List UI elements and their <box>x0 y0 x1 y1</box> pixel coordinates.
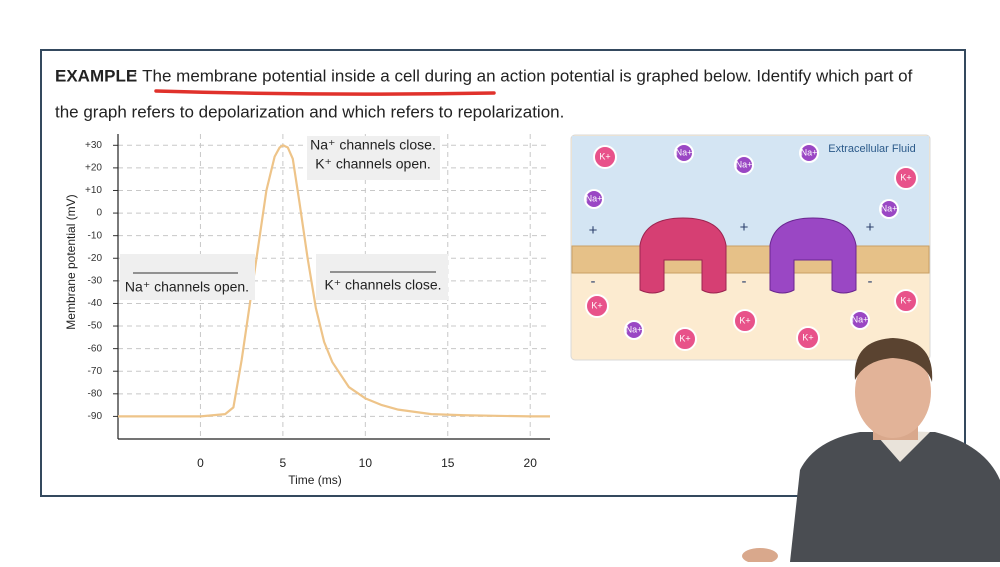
y-tick-label: +30 <box>85 140 102 151</box>
na-ion <box>584 189 604 209</box>
y-tick-label: -30 <box>88 275 103 286</box>
highlight-underline <box>154 89 496 96</box>
k-ion <box>796 326 820 350</box>
na-ion <box>879 199 899 219</box>
ion-label: K+ <box>802 332 813 342</box>
sodium-channel <box>639 217 727 294</box>
region-label: Extracellular Fluid <box>828 143 915 155</box>
charge-sign: + <box>866 219 875 236</box>
na-ion <box>734 155 754 175</box>
y-tick-label: -70 <box>88 366 103 377</box>
annotation: Na⁺ channels open. <box>125 279 249 295</box>
sweater <box>790 432 1000 562</box>
annotation: Na⁺ channels close. <box>310 137 436 153</box>
x-tick-label: 0 <box>197 456 204 470</box>
y-axis-label: Membrane potential (mV) <box>64 194 78 329</box>
y-tick-label: -90 <box>88 411 103 422</box>
y-tick-label: +20 <box>85 163 102 174</box>
extracellular-region <box>572 136 929 246</box>
ion-label: Na+ <box>586 193 603 203</box>
ion-label: Na+ <box>881 203 898 213</box>
charge-sign: - <box>742 273 747 290</box>
charge-sign: - <box>591 273 596 290</box>
k-ion <box>733 309 757 333</box>
membrane-diagram: Extracellular Fluid K+ K+ K+ K+ K+ K+ K+… <box>570 134 931 361</box>
ion-label: K+ <box>739 315 750 325</box>
ion-label: Na+ <box>852 314 869 324</box>
k-ion <box>585 294 609 318</box>
ions: K+ K+ K+ K+ K+ K+ K+ Na+ Na+ Na+ Na+ Na+… <box>584 143 918 351</box>
ion-label: Na+ <box>626 324 643 334</box>
ion-label: K+ <box>900 295 911 305</box>
ion-label: Na+ <box>736 159 753 169</box>
k-ion <box>894 166 918 190</box>
charge-sign: + <box>589 222 598 239</box>
ion-label: Na+ <box>676 147 693 157</box>
annotation-box <box>120 254 255 300</box>
ion-label: K+ <box>591 300 602 310</box>
k-ion <box>593 145 617 169</box>
y-tick-label: 0 <box>96 208 102 219</box>
na-ion <box>624 320 644 340</box>
x-tick-label: 15 <box>441 456 455 470</box>
x-axis-label: Time (ms) <box>288 473 342 487</box>
annotation: K⁺ channels open. <box>315 156 431 172</box>
y-tick-label: -10 <box>88 230 103 241</box>
presenter <box>742 338 1000 564</box>
charge-sign: - <box>868 273 873 290</box>
head <box>855 346 931 438</box>
annotation-box <box>316 254 448 300</box>
y-tick-label: -60 <box>88 343 103 354</box>
na-ion <box>850 310 870 330</box>
data-line <box>118 144 550 418</box>
annotation: K⁺ channels close. <box>324 277 441 293</box>
x-tick-label: 5 <box>280 456 287 470</box>
x-tick-label: 20 <box>524 456 538 470</box>
k-ion <box>894 289 918 313</box>
ion-label: K+ <box>679 333 690 343</box>
y-tick-label: -50 <box>88 321 103 332</box>
hair <box>854 338 933 382</box>
membrane <box>571 245 930 274</box>
example-label: EXAMPLE <box>55 66 137 85</box>
ion-label: K+ <box>900 172 911 182</box>
ion-label: Na+ <box>801 147 818 157</box>
question-line: : The membrane potential inside a cell d… <box>133 66 913 85</box>
y-tick-label: -40 <box>88 298 103 309</box>
y-tick-label: -80 <box>88 388 103 399</box>
na-ion <box>674 143 694 163</box>
question-line: the graph refers to depolarization and w… <box>55 102 564 121</box>
y-tick-label: +10 <box>85 185 102 196</box>
y-tick-label: -20 <box>88 253 103 264</box>
x-tick-label: 10 <box>359 456 373 470</box>
ion-label: K+ <box>599 151 610 161</box>
charge-sign: + <box>740 219 749 236</box>
annotation-box <box>307 136 440 180</box>
k-ion <box>673 327 697 351</box>
hand <box>742 548 778 564</box>
potassium-channel <box>769 217 857 294</box>
na-ion <box>799 143 819 163</box>
